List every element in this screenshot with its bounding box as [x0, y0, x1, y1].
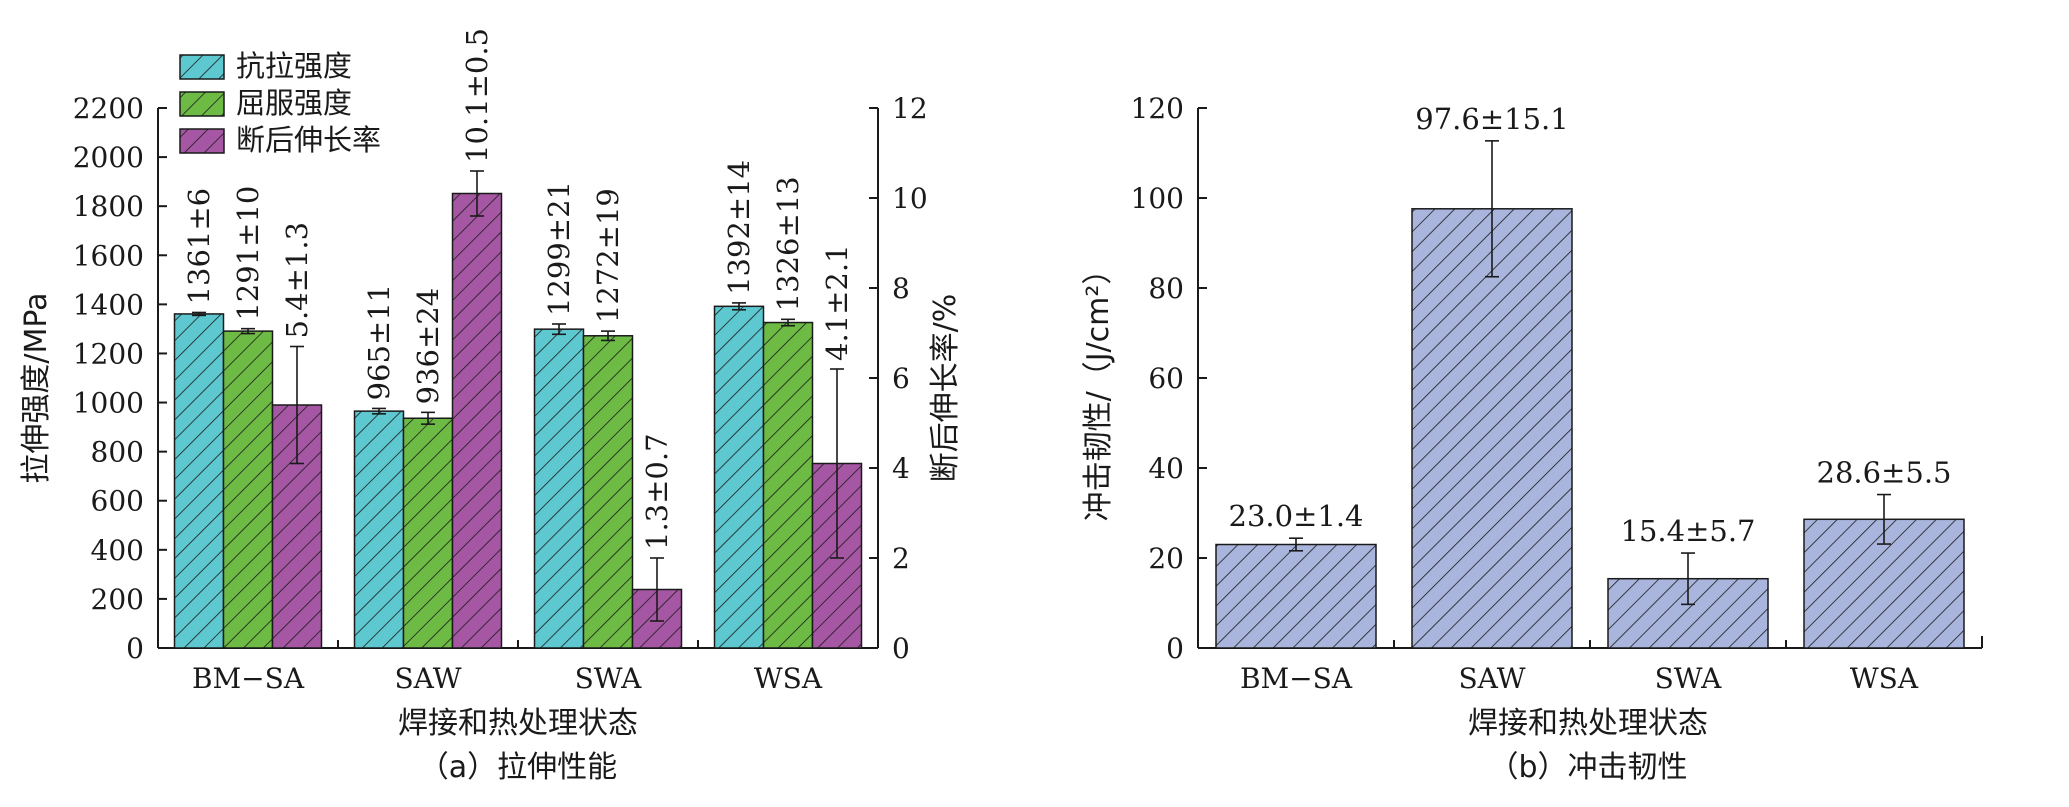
data-label-elongation-saw: 10.1±0.5 — [460, 28, 494, 163]
data-label-impact-wsa: 28.6±5.5 — [1817, 456, 1952, 490]
b-error-bars — [1289, 140, 1891, 606]
b-caption: （b）冲击韧性 — [1488, 750, 1687, 785]
a-y-tick-label-left: 0 — [126, 632, 144, 665]
a-y-tick-label-left: 1000 — [73, 387, 144, 420]
b-x-tick-label-saw: SAW — [1458, 662, 1525, 695]
a-x-tick-label-swa: SWA — [575, 662, 643, 695]
a-y-tick-label-right: 2 — [892, 542, 910, 575]
legend-swatch-yield-strength — [179, 91, 225, 117]
a-y-tick-label-left: 1600 — [73, 239, 144, 272]
data-label-yield-strength-bm-sa: 1291±10 — [231, 186, 265, 321]
a-x-tick-label-wsa: WSA — [754, 662, 823, 695]
b-y-tick-label: 60 — [1148, 362, 1184, 395]
bar-hatch-tensile-strength-bm-sa — [174, 313, 224, 648]
b-data-labels: 23.0±1.4 97.6±15.1 15.4±5.7 28.6±5.5 — [1229, 102, 1952, 548]
b-y-tick-label: 120 — [1131, 92, 1184, 125]
data-label-tensile-strength-saw: 965±11 — [362, 284, 396, 401]
a-y-tick-label-left: 1800 — [73, 190, 144, 223]
a-y-tick-label-left: 600 — [91, 485, 144, 518]
a-x-axis-label: 焊接和热处理状态 — [398, 706, 638, 741]
a-y-axis-right-label: 断后伸长率/% — [928, 294, 963, 483]
legend-label-tensile-strength: 抗拉强度 — [236, 49, 352, 83]
data-label-impact-swa: 15.4±5.7 — [1621, 514, 1756, 548]
bar-hatch-impact-saw — [1412, 208, 1572, 649]
b-x-axis-label: 焊接和热处理状态 — [1468, 706, 1708, 741]
bar-hatch-yield-strength-swa — [583, 335, 633, 648]
bar-hatch-tensile-strength-wsa — [714, 306, 764, 648]
a-y-tick-label-right: 4 — [892, 452, 910, 485]
a-y-tick-label-left: 1400 — [73, 288, 144, 321]
a-x-tick-label-saw: SAW — [394, 662, 461, 695]
bar-hatch-yield-strength-wsa — [763, 322, 813, 648]
a-y-tick-label-right: 10 — [892, 182, 928, 215]
a-y-tick-label-left: 400 — [91, 534, 144, 567]
b-y-axis-label: 冲击韧性/（J/cm²） — [1081, 255, 1116, 522]
a-y-tick-label-left: 2200 — [73, 92, 144, 125]
legend-label-elongation: 断后伸长率 — [236, 123, 381, 157]
b-x-tick-label-wsa: WSA — [1850, 662, 1919, 695]
data-label-impact-saw: 97.6±15.1 — [1415, 102, 1568, 136]
a-y-tick-label-left: 2000 — [73, 141, 144, 174]
bar-hatch-tensile-strength-saw — [354, 411, 404, 648]
bar-hatch-elongation-saw — [452, 193, 502, 648]
a-y-tick-label-right: 0 — [892, 632, 910, 665]
b-y-tick-label: 0 — [1166, 632, 1184, 665]
data-label-elongation-wsa: 4.1±2.1 — [820, 244, 854, 361]
data-label-impact-bm-sa: 23.0±1.4 — [1229, 499, 1364, 533]
a-y-tick-label-left: 800 — [91, 436, 144, 469]
data-label-tensile-strength-swa: 1299±21 — [542, 181, 576, 316]
b-y-tick-label: 40 — [1148, 452, 1184, 485]
b-x-tick-label-bm-sa: BM−SA — [1240, 662, 1353, 695]
a-y-tick-label-left: 1200 — [73, 337, 144, 370]
a-legend: 抗拉强度 屈服强度 断后伸长率 — [179, 49, 381, 157]
a-y-axis-label: 拉伸强度/MPa — [19, 292, 54, 483]
bar-hatch-tensile-strength-swa — [534, 329, 584, 648]
a-bars — [173, 192, 863, 649]
data-label-yield-strength-swa: 1272±19 — [591, 188, 625, 323]
b-y-tick-label: 20 — [1148, 542, 1184, 575]
a-y-tick-label-right: 12 — [892, 92, 928, 125]
a-data-labels: 1361±6 1291±10 5.4±1.3 965±11 936±24 10.1±0.5… — [182, 28, 854, 550]
legend-swatch-elongation — [179, 128, 225, 154]
data-label-tensile-strength-wsa: 1392±14 — [722, 160, 756, 295]
data-label-yield-strength-saw: 936±24 — [411, 288, 445, 405]
b-x-tick-label-swa: SWA — [1655, 662, 1723, 695]
b-y-tick-label: 100 — [1131, 182, 1184, 215]
b-axes: 0 20 40 60 80 100 120 BM−SA SAW SWA WSA — [1131, 92, 1983, 695]
a-y-tick-label-right: 8 — [892, 272, 910, 305]
a-y-tick-label-right: 6 — [892, 362, 910, 395]
bar-hatch-yield-strength-saw — [403, 418, 453, 648]
a-caption: （a）拉伸性能 — [419, 750, 617, 785]
data-label-yield-strength-wsa: 1326±13 — [771, 176, 805, 311]
a-axes: 0 200 400 600 800 1000 1200 1400 1600 1800 2000 220… — [73, 92, 928, 695]
data-label-elongation-bm-sa: 5.4±1.3 — [280, 222, 314, 339]
legend-swatch-tensile-strength — [179, 54, 225, 80]
legend-label-yield-strength: 屈服强度 — [236, 86, 352, 120]
panel-a-tensile-chart: 0 200 400 600 800 1000 1200 1400 1600 1800 2000 220… — [19, 28, 963, 785]
panel-b-impact-chart: 0 20 40 60 80 100 120 BM−SA SAW SWA WSA 23.0±1.4 97… — [1081, 92, 1983, 785]
bar-hatch-impact-bm-sa — [1216, 544, 1376, 648]
data-label-tensile-strength-bm-sa: 1361±6 — [182, 188, 216, 305]
a-error-bars — [192, 170, 844, 622]
bar-hatch-yield-strength-bm-sa — [223, 331, 273, 648]
b-bars — [1215, 208, 1965, 649]
b-y-tick-label: 80 — [1148, 272, 1184, 305]
a-x-tick-label-bm-sa: BM−SA — [192, 662, 305, 695]
a-y-tick-label-left: 200 — [91, 583, 144, 616]
data-label-elongation-swa: 1.3±0.7 — [640, 433, 674, 550]
